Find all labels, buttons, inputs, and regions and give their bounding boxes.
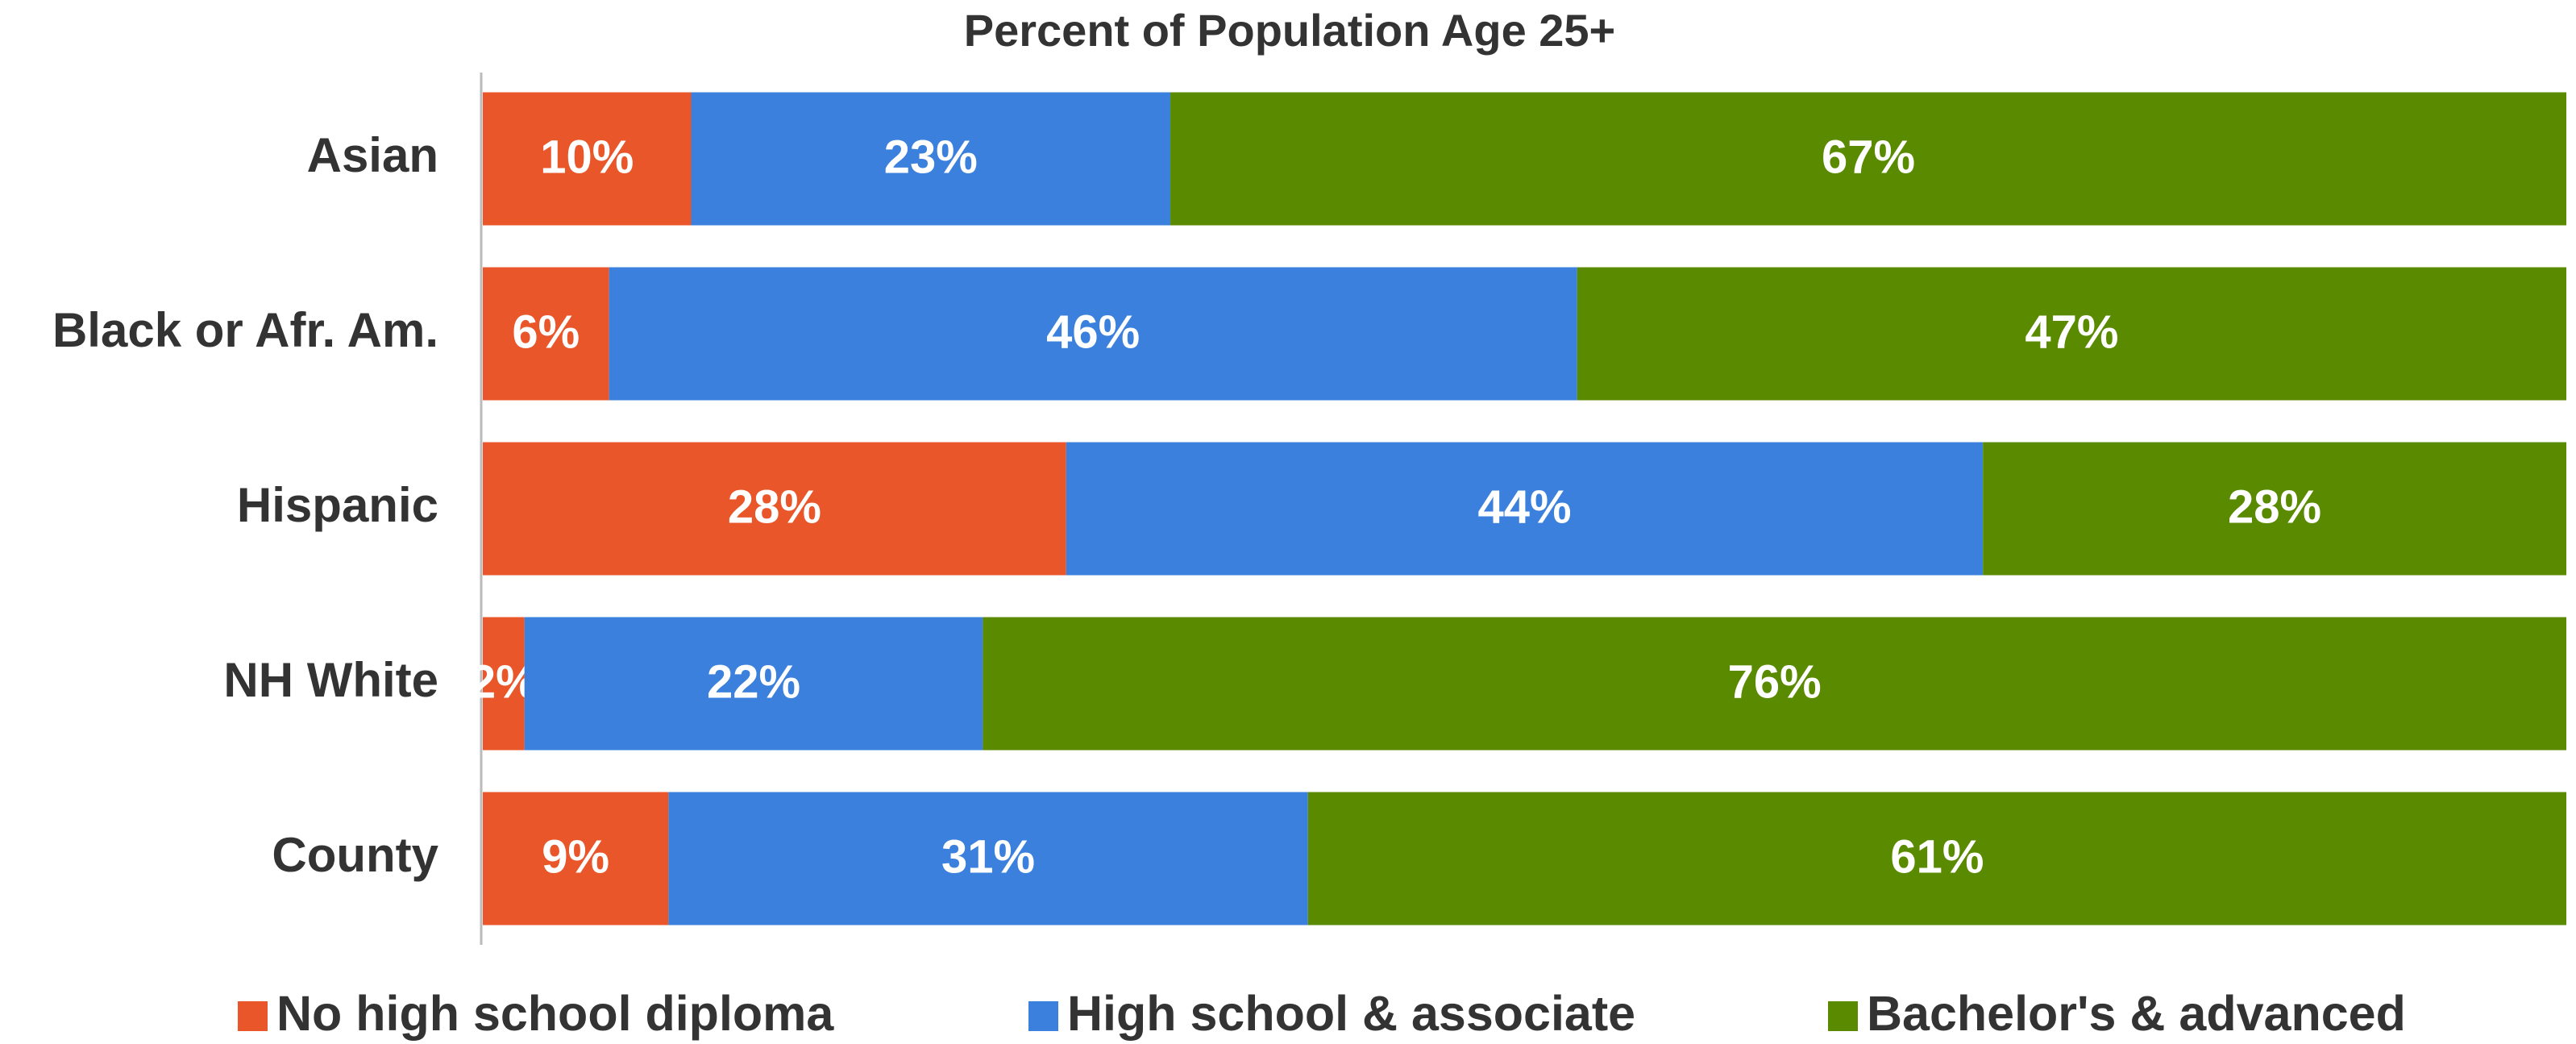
bar-segment bbox=[1983, 442, 2566, 576]
y-tick-label: Asian bbox=[307, 128, 438, 182]
bar-segment bbox=[1170, 92, 2566, 226]
legend-label: High school & associate bbox=[1067, 986, 1635, 1041]
value-label: 47% bbox=[2025, 306, 2118, 358]
value-label: 44% bbox=[1477, 480, 1571, 533]
value-label: 22% bbox=[707, 655, 800, 708]
value-label: 23% bbox=[884, 131, 978, 183]
legend-swatch bbox=[1028, 1001, 1058, 1031]
bar-segment bbox=[483, 792, 669, 925]
bar-segment bbox=[983, 617, 2566, 751]
bar-segment bbox=[483, 617, 525, 751]
bar-segment bbox=[609, 267, 1577, 401]
value-label: 28% bbox=[728, 480, 821, 533]
bar-segment bbox=[668, 792, 1308, 925]
legend-swatch bbox=[238, 1001, 268, 1031]
bar-segment bbox=[1577, 267, 2566, 401]
value-label: 61% bbox=[1890, 830, 1984, 883]
legend-swatch bbox=[1828, 1001, 1858, 1031]
y-tick-label: Black or Afr. Am. bbox=[52, 303, 438, 357]
chart-title: Percent of Population Age 25+ bbox=[964, 5, 1616, 56]
value-label: 10% bbox=[540, 131, 634, 183]
y-tick-label: Hispanic bbox=[237, 478, 438, 532]
value-label: 67% bbox=[1822, 131, 1915, 183]
legend-label: No high school diploma bbox=[276, 986, 834, 1041]
value-label: 6% bbox=[512, 306, 580, 358]
value-label: 28% bbox=[2228, 480, 2321, 533]
y-tick-label: County bbox=[272, 828, 438, 882]
value-label: 76% bbox=[1728, 655, 1822, 708]
legend-label: Bachelor's & advanced bbox=[1867, 986, 2406, 1041]
bar-segment bbox=[483, 267, 609, 401]
value-label: 46% bbox=[1046, 306, 1140, 358]
value-label: 9% bbox=[542, 830, 609, 883]
bar-segment bbox=[483, 442, 1066, 576]
y-tick-label: NH White bbox=[223, 653, 438, 707]
bar-segment bbox=[483, 92, 692, 226]
value-label: 31% bbox=[941, 830, 1035, 883]
bar-segment bbox=[691, 92, 1171, 226]
bar-segment bbox=[524, 617, 983, 751]
bar-segment bbox=[1066, 442, 1984, 576]
bar-segment bbox=[1307, 792, 2566, 925]
